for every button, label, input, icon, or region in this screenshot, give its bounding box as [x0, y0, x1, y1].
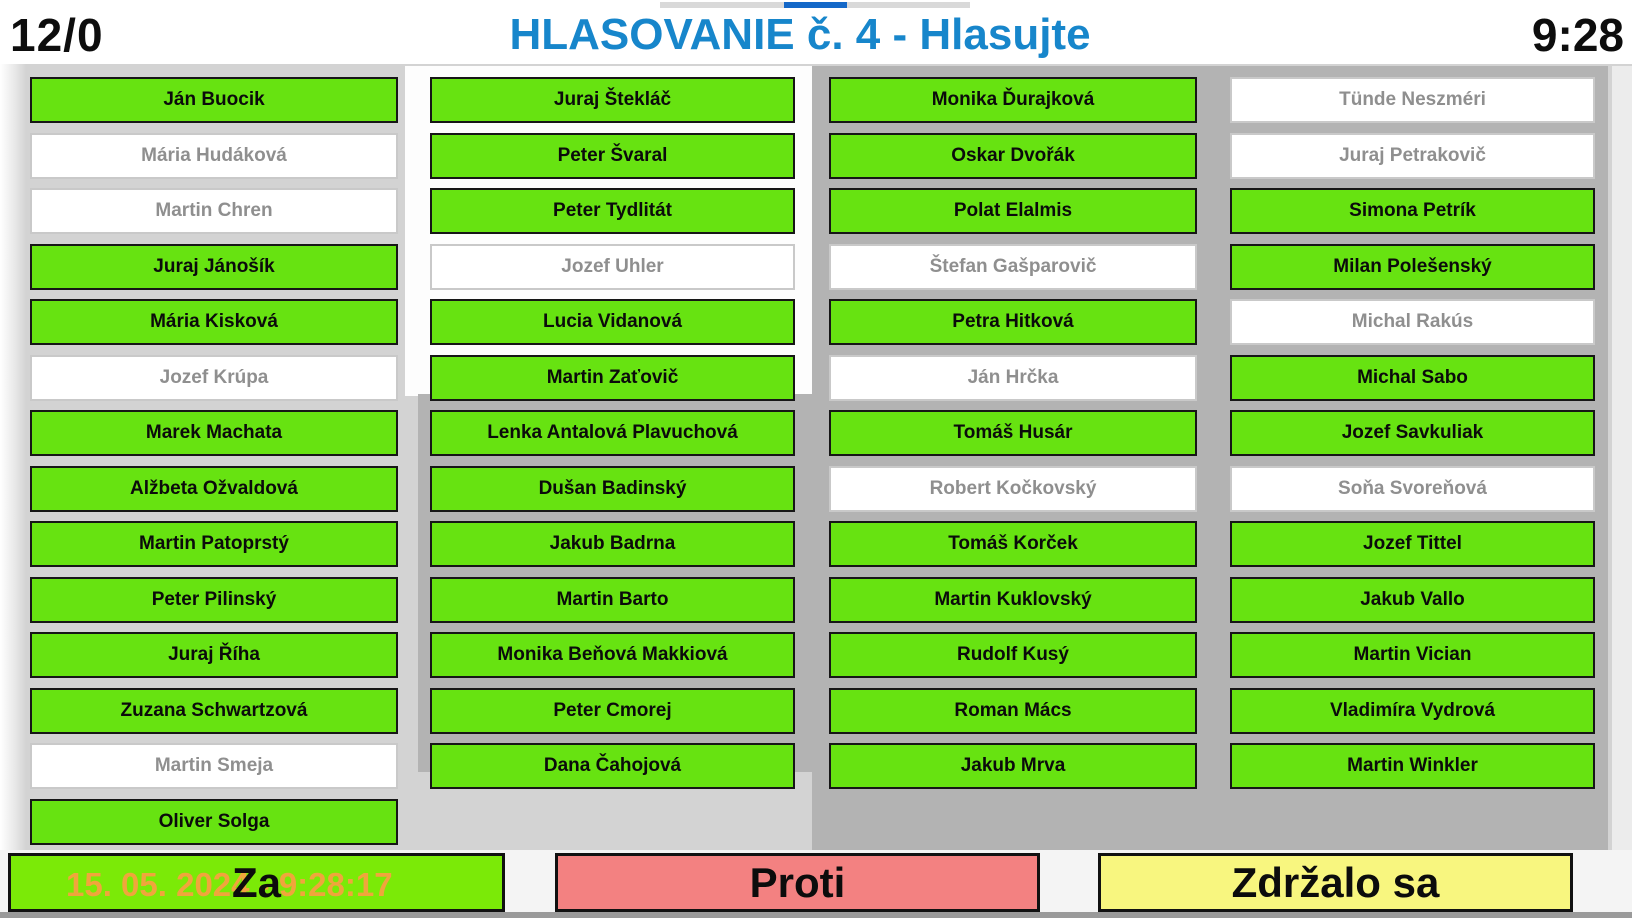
member-button[interactable]: Peter Švaral — [430, 132, 795, 179]
member-button[interactable]: Martin Barto — [430, 576, 795, 623]
member-button[interactable]: Michal Sabo — [1230, 354, 1595, 401]
member-button[interactable]: Mária Hudáková — [30, 132, 398, 179]
member-button[interactable]: Lenka Antalová Plavuchová — [430, 410, 795, 456]
member-button[interactable]: Petra Hitková — [829, 299, 1197, 345]
member-button[interactable]: Ján Buocik — [30, 77, 398, 123]
member-button[interactable]: Rudolf Kusý — [829, 632, 1197, 678]
member-button[interactable]: Oliver Solga — [30, 798, 398, 845]
member-button[interactable]: Oskar Dvořák — [829, 132, 1197, 179]
zdrzalo-button[interactable]: Zdržalo sa — [1098, 853, 1573, 912]
member-button[interactable]: Jakub Vallo — [1230, 576, 1595, 623]
member-button[interactable]: Polat Elalmis — [829, 188, 1197, 234]
member-button[interactable]: Štefan Gašparovič — [829, 243, 1197, 290]
right-columns-panel — [812, 66, 1608, 854]
page-title: HLASOVANIE č. 4 - Hlasujte — [509, 10, 1091, 59]
member-button[interactable]: Juraj Jánošík — [30, 243, 398, 290]
member-button[interactable]: Martin Vician — [1230, 632, 1595, 678]
za-button[interactable]: Za — [8, 853, 505, 912]
member-button[interactable]: Tomáš Husár — [829, 410, 1197, 456]
member-button[interactable]: Lucia Vidanová — [430, 299, 795, 345]
member-button[interactable]: Martin Smeja — [30, 743, 398, 789]
member-button[interactable]: Martin Kuklovský — [829, 576, 1197, 623]
member-button[interactable]: Milan Polešenský — [1230, 243, 1595, 290]
member-button[interactable]: Monika Beňová Makkiová — [430, 632, 795, 678]
member-button[interactable]: Peter Pilinský — [30, 576, 398, 623]
member-button[interactable]: Ján Hrčka — [829, 354, 1197, 401]
timer-bar-fill — [784, 2, 847, 8]
member-button[interactable]: Mária Kisková — [30, 299, 398, 345]
zdrzalo-button-label: Zdržalo sa — [1231, 858, 1440, 906]
member-button[interactable]: Martin Zaťovič — [430, 354, 795, 401]
proti-button[interactable]: Proti — [555, 853, 1040, 912]
member-button[interactable]: Roman Mács — [829, 687, 1197, 734]
member-button[interactable]: Jozef Uhler — [430, 243, 795, 290]
member-button[interactable]: Marek Machata — [30, 410, 398, 456]
member-button[interactable]: Juraj Petrakovič — [1230, 132, 1595, 179]
member-button[interactable]: Tünde Neszméri — [1230, 77, 1595, 123]
member-button[interactable]: Michal Rakús — [1230, 299, 1595, 345]
member-button[interactable]: Dušan Badinský — [430, 465, 795, 512]
member-button[interactable]: Robert Kočkovský — [829, 465, 1197, 512]
member-button[interactable]: Jozef Savkuliak — [1230, 410, 1595, 456]
footer-bottom-strip — [0, 912, 1632, 918]
member-button[interactable]: Soňa Svoreňová — [1230, 465, 1595, 512]
member-button[interactable]: Simona Petrík — [1230, 188, 1595, 234]
member-button[interactable]: Jakub Badrna — [430, 521, 795, 567]
member-button[interactable]: Monika Ďurajková — [829, 77, 1197, 123]
member-button[interactable]: Martin Winkler — [1230, 743, 1595, 789]
member-button[interactable]: Juraj Říha — [30, 632, 398, 678]
member-button[interactable]: Zuzana Schwartzová — [30, 687, 398, 734]
vote-counter: 12/0 — [10, 9, 104, 61]
member-button[interactable]: Alžbeta Ožvaldová — [30, 465, 398, 512]
clock: 9:28 — [1531, 9, 1624, 61]
member-button[interactable]: Martin Patoprstý — [30, 521, 398, 567]
header-band — [0, 0, 1632, 64]
member-button[interactable]: Jakub Mrva — [829, 743, 1197, 789]
member-button[interactable]: Juraj Štekláč — [430, 77, 795, 123]
right-edge-strip — [1612, 66, 1632, 854]
member-button[interactable]: Jozef Krúpa — [30, 354, 398, 401]
member-button[interactable]: Dana Čahojová — [430, 743, 795, 789]
left-edge-strip — [0, 64, 26, 854]
member-button[interactable]: Peter Tydlitát — [430, 188, 795, 234]
member-button[interactable]: Martin Chren — [30, 188, 398, 234]
member-button[interactable]: Vladimíra Vydrová — [1230, 687, 1595, 734]
proti-button-label: Proti — [749, 858, 846, 906]
member-button[interactable]: Jozef Tittel — [1230, 521, 1595, 567]
member-button[interactable]: Peter Cmorej — [430, 687, 795, 734]
member-button[interactable]: Tomáš Korček — [829, 521, 1197, 567]
za-button-label: Za — [231, 858, 281, 906]
